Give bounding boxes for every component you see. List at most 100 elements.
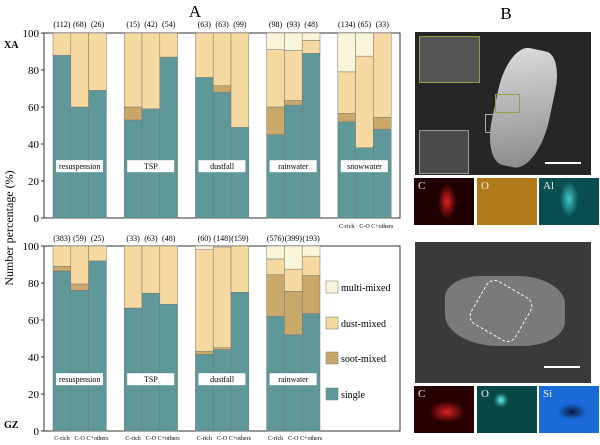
bar-soot-mixed-rainwater-C-O [284, 100, 303, 106]
group-label-snowwater: snowwater [347, 162, 382, 171]
count-label: (15) [126, 20, 140, 29]
bar-dust-mixed-dustfall-C-O [212, 32, 232, 86]
bar-single-snowwater-C+others [373, 128, 392, 219]
y-tick-label: 100 [23, 241, 40, 253]
bar-dust-mixed-snowwater-C-rich [337, 71, 356, 114]
group-label-TSP: TSP [144, 375, 158, 384]
legend-swatch-dust-mixed [325, 316, 339, 330]
highlight-box [495, 94, 520, 113]
bar-single-resuspension-C+others [88, 260, 107, 432]
legend-label-dust-mixed: dust-mixed [341, 319, 386, 330]
bar-soot-mixed-rainwater-C+others [301, 275, 321, 314]
count-label: (99) [233, 20, 247, 29]
group-label-box [198, 373, 246, 386]
bar-dust-mixed-rainwater-C-O [284, 50, 303, 101]
count-label: (148) [213, 234, 231, 243]
bar-dust-mixed-resuspension-C-rich [52, 245, 72, 267]
bar-category-label: C-rich [54, 436, 69, 442]
bar-dust-mixed-rainwater-C-rich [266, 258, 285, 275]
bar-dust-mixed-dustfall-C+others [230, 32, 250, 128]
element-label: O [481, 180, 489, 192]
group-label-TSP: TSP [144, 162, 158, 171]
legend-swatch-multi-mixed [325, 280, 339, 294]
y-tick-label: 0 [34, 426, 40, 438]
bar-dust-mixed-TSP-C+others [159, 32, 178, 58]
count-label: (383) [53, 234, 71, 243]
bar-multi-mixed-snowwater-C-O [355, 32, 374, 57]
count-label: (42) [144, 20, 158, 29]
count-label: (134) [338, 20, 356, 29]
bar-single-TSP-C-rich [123, 307, 143, 432]
y-tick-label: 60 [28, 102, 40, 114]
bar-single-dustfall-C-rich [195, 353, 214, 432]
y-axis-label: Number percentage (%) [2, 170, 16, 285]
group-label-box [56, 373, 103, 386]
y-tick-label: 20 [28, 176, 40, 188]
bar-multi-mixed-snowwater-C-rich [337, 32, 356, 73]
bar-single-resuspension-C-rich [52, 270, 72, 432]
legend-swatch-soot-mixed [325, 351, 339, 365]
bar-dust-mixed-snowwater-C-O [355, 55, 374, 148]
scale-bar [544, 366, 580, 368]
bar-category-label: C+others [229, 436, 252, 442]
count-label: (59) [73, 234, 87, 243]
bar-single-resuspension-C-rich [52, 54, 72, 219]
bar-soot-mixed-dustfall-C-rich [195, 351, 214, 355]
bar-single-snowwater-C-O [355, 147, 374, 219]
group-label-dustfall: dustfall [210, 375, 235, 384]
group-label-box [340, 160, 388, 173]
bar-soot-mixed-dustfall-C-O [212, 85, 232, 93]
bar-multi-mixed-rainwater-C+others [301, 32, 321, 41]
bar-single-resuspension-C-O [70, 290, 89, 432]
element-label: O [481, 388, 489, 400]
group-label-box [198, 160, 246, 173]
bar-category-label: C-rich [339, 224, 354, 230]
count-label: (33) [376, 20, 390, 29]
bar-dust-mixed-resuspension-C-O [70, 32, 89, 108]
eds-map-c: C [414, 386, 474, 433]
group-label-dustfall: dustfall [210, 162, 235, 171]
count-label: (112) [53, 20, 70, 29]
bar-dust-mixed-TSP-C-rich [123, 245, 143, 309]
bar-dust-mixed-rainwater-C-rich [266, 49, 285, 108]
legend-label-single: single [341, 390, 365, 401]
eds-map-o: O [477, 178, 537, 225]
bar-category-label: C-rich [268, 436, 283, 442]
group-label-box [127, 160, 175, 173]
bar-category-label: C+others [300, 436, 323, 442]
bar-dust-mixed-rainwater-C+others [301, 255, 321, 276]
bar-soot-mixed-snowwater-C+others [373, 116, 392, 130]
group-label-box [269, 160, 317, 173]
bar-single-TSP-C+others [159, 56, 178, 219]
group-label-resuspension: resuspension [59, 162, 100, 171]
group-label-box [269, 373, 317, 386]
bar-dust-mixed-dustfall-C-O [212, 246, 232, 348]
bar-multi-mixed-rainwater-C+others [301, 245, 321, 257]
bar-dust-mixed-dustfall-C-rich [195, 32, 214, 78]
count-label: (399) [285, 234, 303, 243]
inset-zoom-top [419, 36, 480, 83]
bar-dust-mixed-resuspension-C+others [88, 245, 107, 262]
element-label: C [418, 180, 426, 192]
bar-single-TSP-C+others [159, 304, 178, 432]
bar-single-dustfall-C+others [230, 292, 250, 432]
y-tick-label: 80 [28, 65, 40, 77]
bar-single-TSP-C-O [141, 292, 161, 432]
count-label: (33) [126, 234, 140, 243]
bar-soot-mixed-TSP-C-rich [123, 106, 143, 121]
y-tick-label: 40 [28, 139, 40, 151]
bar-soot-mixed-rainwater-C-O [284, 291, 303, 336]
site-label: GZ [4, 420, 19, 431]
element-label: Al [543, 180, 554, 192]
bar-dust-mixed-TSP-C-rich [123, 32, 143, 108]
bar-category-label: C-O [146, 436, 157, 442]
bar-soot-mixed-dustfall-C-O [212, 347, 232, 350]
bar-multi-mixed-rainwater-C-rich [266, 245, 285, 260]
bar-single-resuspension-C+others [88, 90, 107, 219]
bar-single-rainwater-C-rich [266, 134, 285, 219]
panel-label-a: A [189, 2, 202, 21]
bar-dust-mixed-resuspension-C+others [88, 32, 107, 91]
bar-multi-mixed-rainwater-C-rich [266, 32, 285, 50]
bar-dust-mixed-TSP-C+others [159, 245, 178, 305]
